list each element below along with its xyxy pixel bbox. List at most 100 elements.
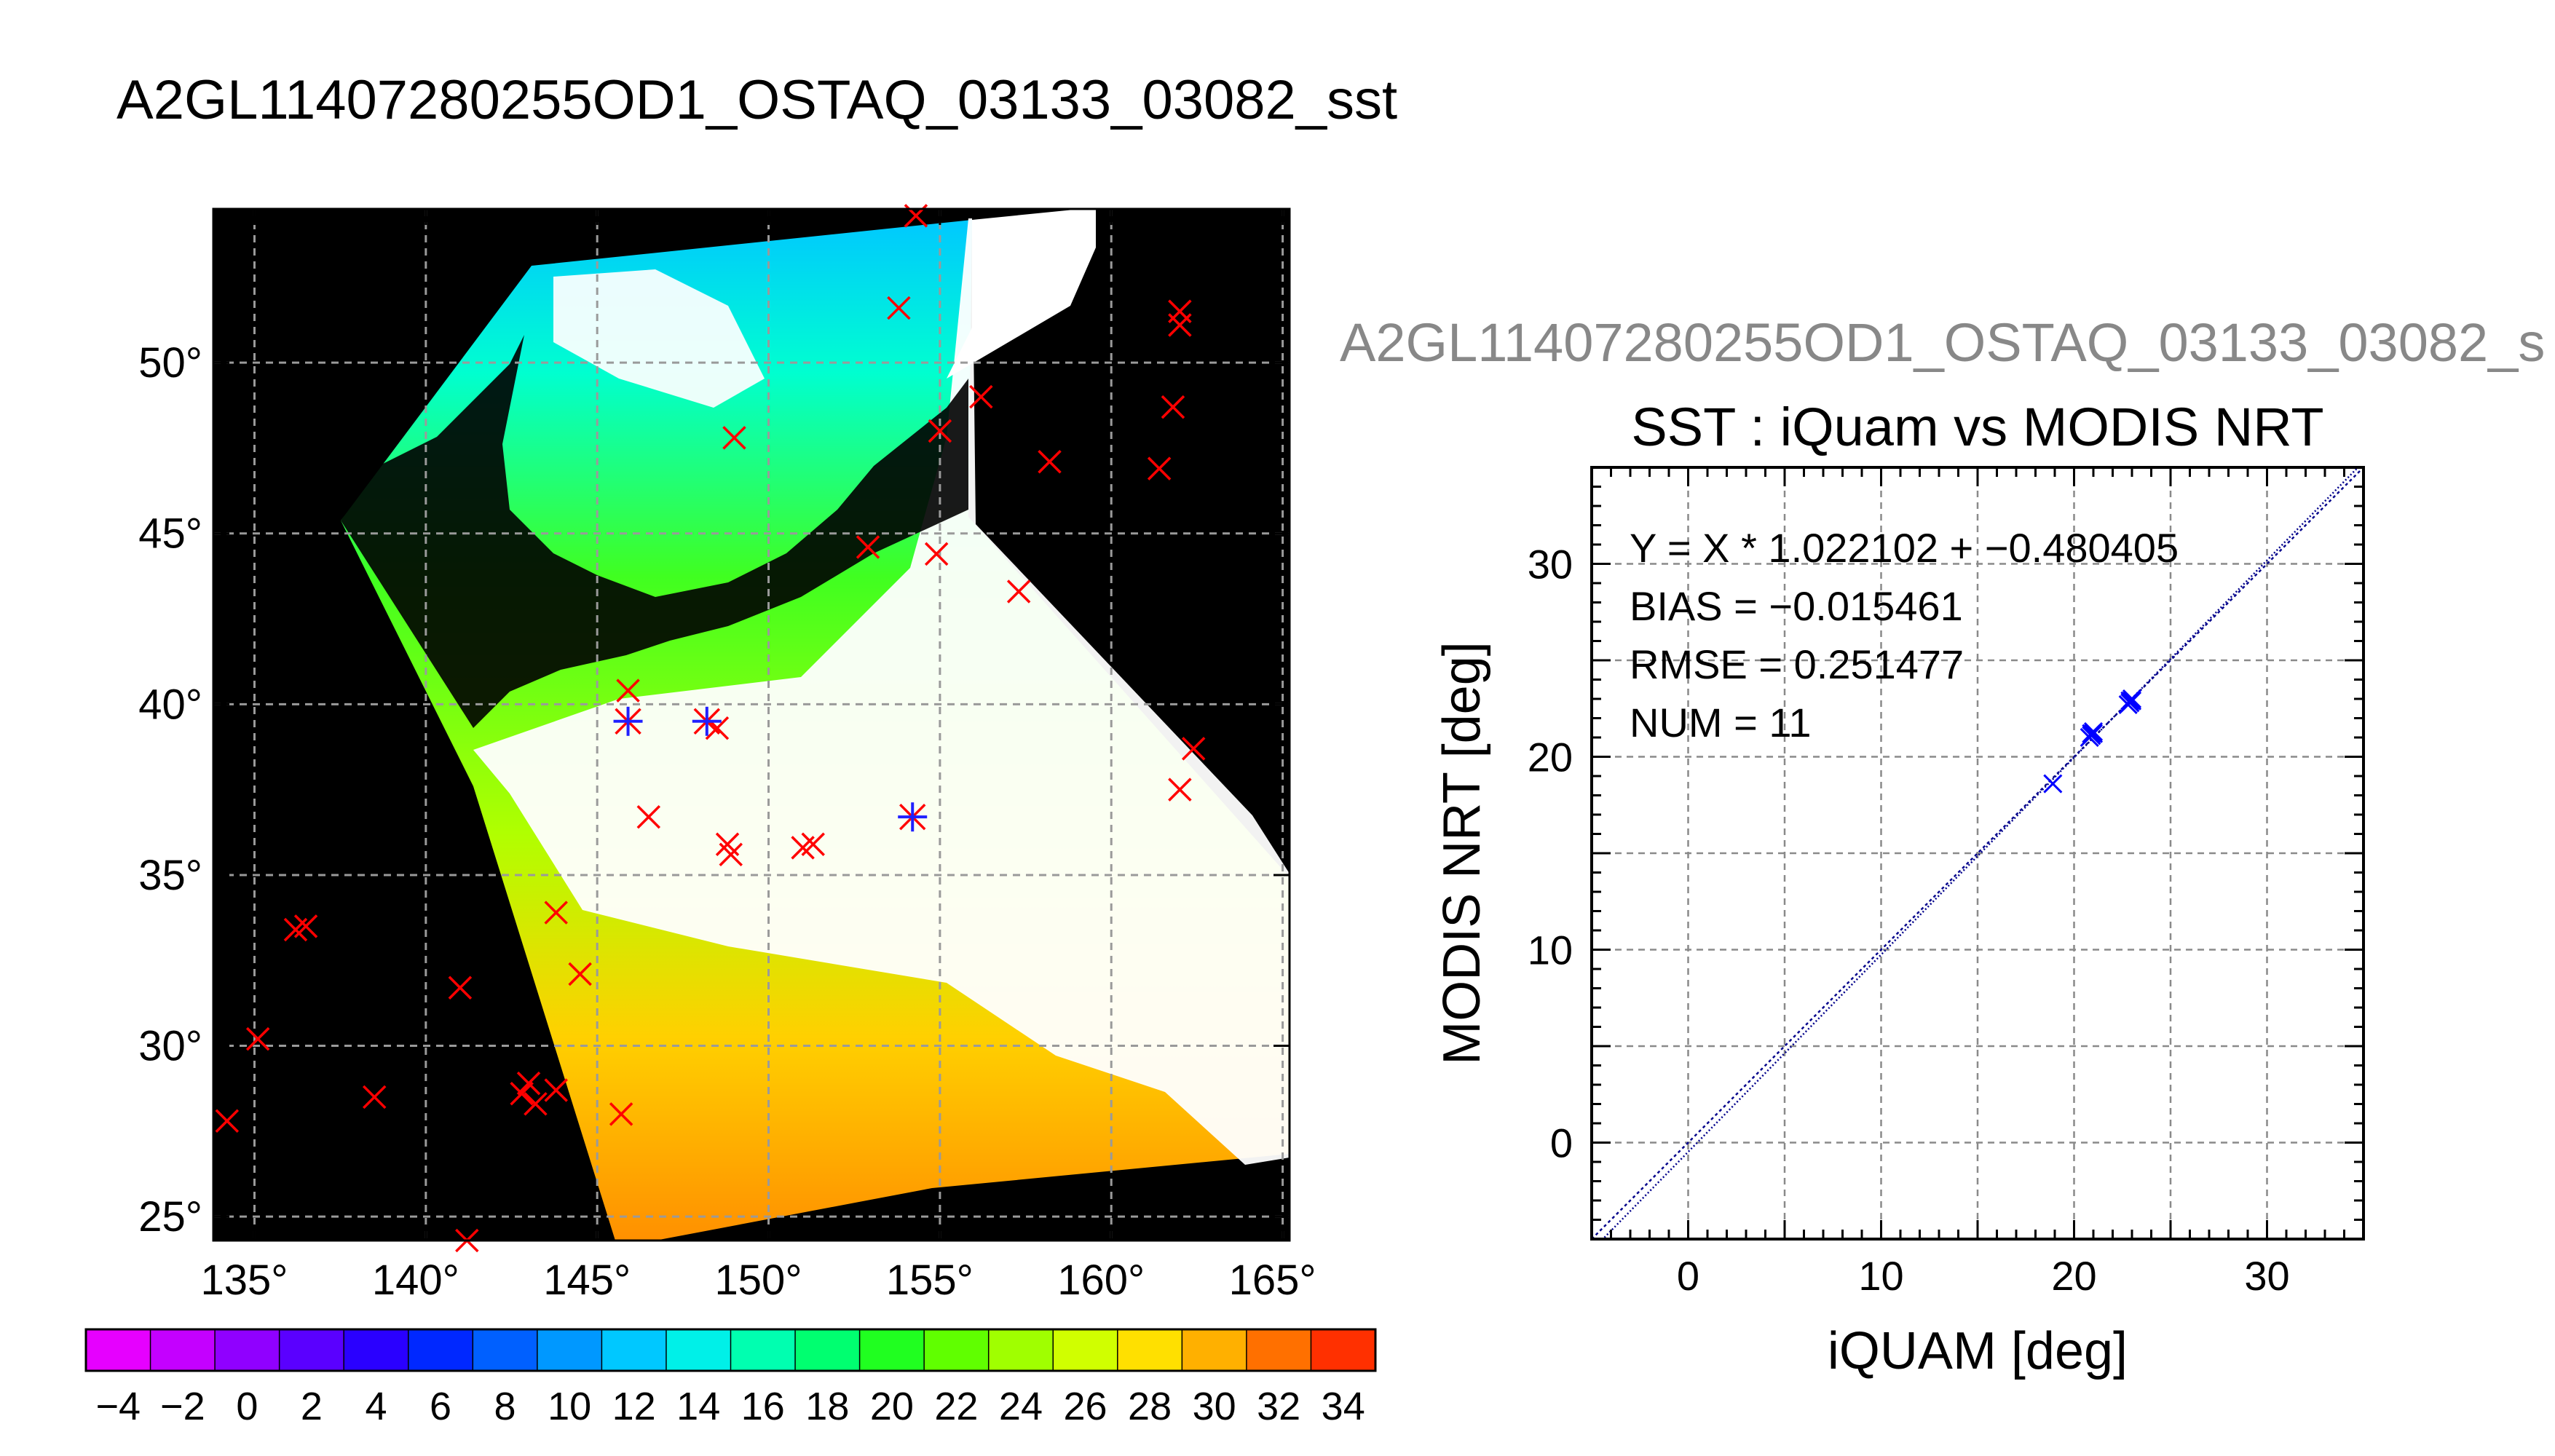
x-tick-label: 10: [1858, 1253, 1903, 1299]
figure-title: A2GL11407280255OD1_OSTAQ_03133_03082_sst: [117, 69, 1398, 131]
identity-line: [1592, 467, 2364, 1239]
scatter-point: [2122, 689, 2142, 709]
marker-stroke: [1168, 778, 1192, 802]
colorbar-label: 2: [301, 1385, 323, 1428]
marker-stroke: [293, 914, 318, 938]
longitude-label: 140°: [372, 1257, 459, 1304]
cloud-mask: [473, 218, 1290, 1165]
marker-stroke: [544, 1078, 568, 1102]
scatter-point: [2122, 691, 2142, 711]
marker-stroke: [705, 716, 730, 740]
marker-stroke: [924, 542, 949, 566]
marker-stroke: [969, 384, 993, 409]
iquam-point: [1006, 579, 1031, 604]
colorbar-label: 30: [1193, 1385, 1236, 1428]
y-tick-labels: 0 10 20 30: [1528, 542, 1573, 1166]
latitude-label: 40°: [138, 681, 202, 728]
marker-stroke: [928, 419, 952, 443]
colorbar-label: 0: [236, 1385, 258, 1428]
iquam-point: [215, 1109, 240, 1133]
marker-stroke: [887, 296, 911, 320]
latitude-label: 50°: [138, 339, 202, 387]
iquam-point: [1147, 456, 1172, 480]
longitude-labels: 135° 140° 145° 150° 155° 160° 165°: [200, 1257, 1316, 1304]
marker-stroke: [568, 962, 592, 986]
iquam-point: [544, 901, 568, 925]
x-tick-label: 20: [2051, 1253, 2096, 1299]
colorbar-cell: [408, 1329, 473, 1371]
colorbar-cell: [1246, 1329, 1311, 1371]
colorbar-label: −4: [95, 1385, 141, 1428]
land-mask: [341, 335, 968, 728]
stats-annotation: RMSE = 0.251477: [1630, 641, 1964, 687]
stats-annotation: Y = X * 1.022102 + −0.480405: [1630, 525, 2179, 571]
stats-annotations: Y = X * 1.022102 + −0.480405 BIAS = −0.01…: [1630, 525, 2179, 745]
iquam-point: [1181, 737, 1206, 761]
marker-stroke: [715, 832, 740, 856]
longitude-label: 160°: [1057, 1257, 1145, 1304]
iquam-point: [616, 678, 640, 703]
marker-stroke: [1168, 313, 1192, 337]
matchup-markers: [613, 706, 928, 832]
stats-annotation: BIAS = −0.015461: [1630, 583, 1963, 629]
scatter-point: [2083, 724, 2104, 743]
iquam-point: [448, 976, 473, 1000]
colorbar-label: 12: [612, 1385, 656, 1428]
colorbar-cell: [1053, 1329, 1118, 1371]
colorbar-cell: [924, 1329, 990, 1371]
marker-stroke: [524, 1092, 548, 1116]
iquam-point: [801, 832, 825, 856]
y-axis-label: MODIS NRT [deg]: [1433, 641, 1491, 1065]
colorbar-label: 24: [999, 1385, 1043, 1428]
iquam-point: [362, 1085, 387, 1109]
longitude-label: 155°: [886, 1257, 974, 1304]
latitude-labels: 50° 45° 40° 35° 30° 25°: [138, 339, 202, 1241]
scatter-plot: SST : iQuam vs MODIS NRT 0 10 20 30 0 10 20 30…: [1433, 397, 2365, 1380]
colorbar-cell: [730, 1329, 796, 1371]
colorbar-label: 14: [676, 1385, 720, 1428]
marker-stroke: [362, 1085, 387, 1109]
iquam-point: [293, 914, 318, 938]
iquam-markers: [215, 204, 1206, 1253]
iquam-point: [1168, 313, 1192, 337]
y-tick-label: 20: [1528, 735, 1573, 780]
marker-stroke: [1181, 737, 1206, 761]
marker-stroke: [2122, 691, 2142, 711]
colorbar-label: 10: [548, 1385, 591, 1428]
latitude-label: 35°: [138, 852, 202, 899]
marker-stroke: [215, 1109, 240, 1133]
colorbar-cell: [344, 1329, 409, 1371]
latitude-label: 30°: [138, 1023, 202, 1070]
y-tick-label: 30: [1528, 542, 1573, 587]
latitude-label: 25°: [138, 1193, 202, 1241]
colorbar-label: 16: [741, 1385, 785, 1428]
iquam-point: [887, 296, 911, 320]
longitude-label: 150°: [715, 1257, 802, 1304]
stats-annotation: NUM = 11: [1630, 700, 1811, 745]
iquam-point: [1168, 778, 1192, 802]
iquam-point: [510, 1082, 534, 1106]
colorbar-cell: [988, 1329, 1054, 1371]
iquam-point: [524, 1092, 548, 1116]
marker-stroke: [722, 426, 746, 450]
map-grid: [213, 209, 1290, 1241]
marker-stroke: [719, 842, 743, 867]
colorbar-cell: [859, 1329, 925, 1371]
iquam-point: [969, 384, 993, 409]
cloud-north: [553, 269, 765, 408]
marker-stroke: [1147, 456, 1172, 480]
iquam-point: [245, 1026, 270, 1051]
x-tick-labels: 0 10 20 30: [1677, 1253, 2290, 1299]
colorbar-label: 32: [1257, 1385, 1300, 1428]
iquam-point: [722, 426, 746, 450]
x-tick-label: 0: [1677, 1253, 1699, 1299]
marker-stroke: [801, 832, 825, 856]
iquam-point: [544, 1078, 568, 1102]
marker-stroke: [856, 535, 880, 559]
colorbar-label: 6: [430, 1385, 451, 1428]
colorbar-cell: [795, 1329, 861, 1371]
marker-stroke: [245, 1026, 270, 1051]
scatter-point: [2043, 774, 2063, 794]
scatter-points: [2043, 689, 2142, 794]
